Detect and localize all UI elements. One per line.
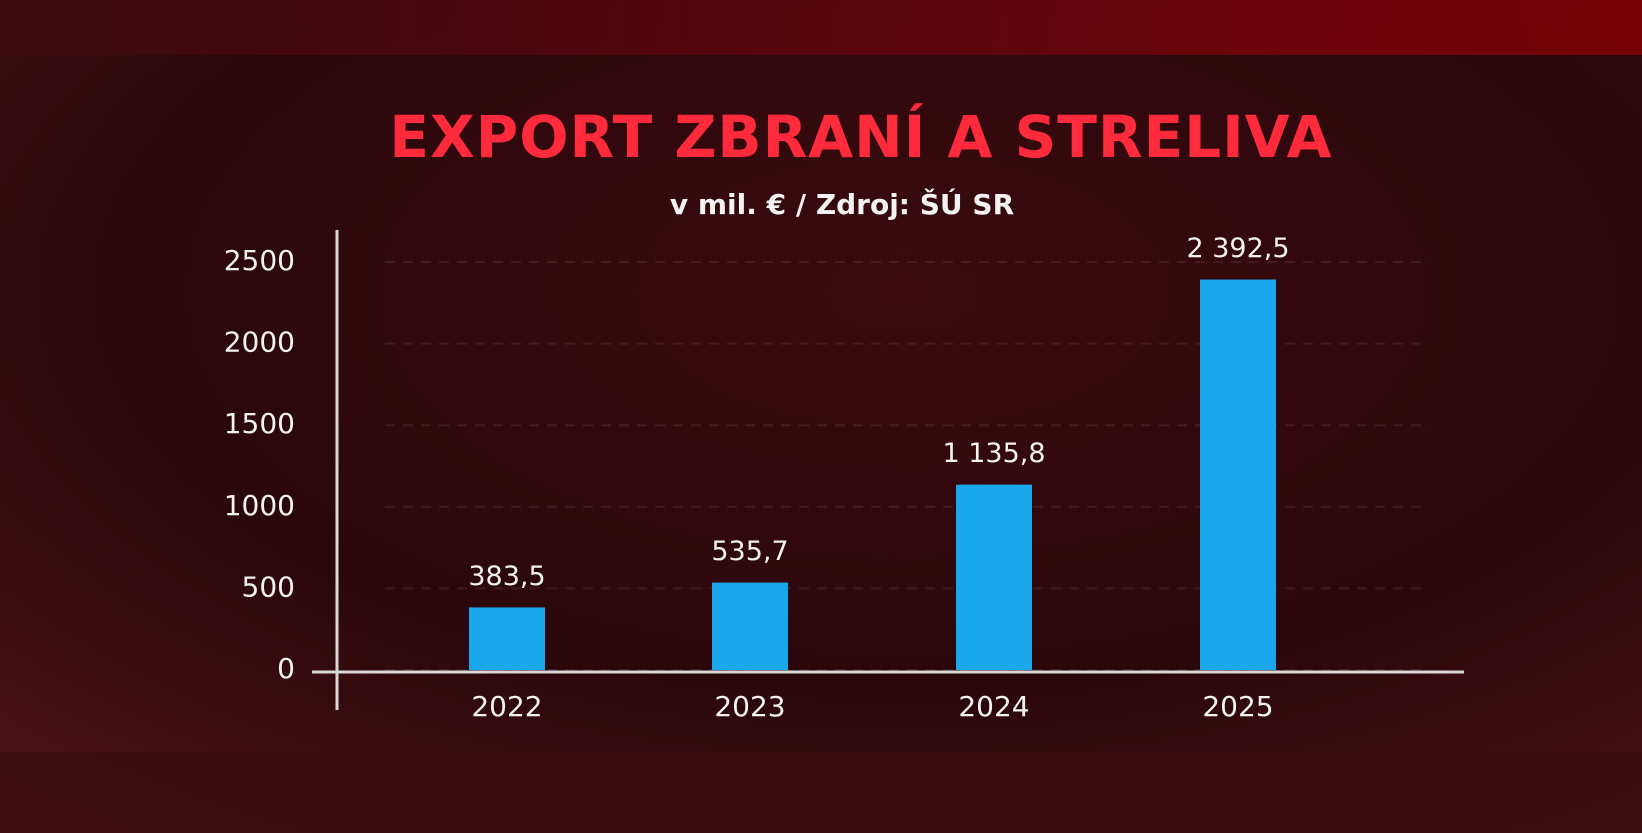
x-tick-label: 2022 bbox=[471, 690, 542, 723]
y-tick-label: 0 bbox=[277, 652, 295, 685]
value-label: 383,5 bbox=[468, 561, 545, 592]
y-tick-label: 2500 bbox=[224, 244, 295, 277]
y-tick-label: 1000 bbox=[224, 489, 295, 522]
value-label: 1 135,8 bbox=[942, 438, 1045, 469]
x-tick-label: 2024 bbox=[958, 690, 1029, 723]
bar bbox=[469, 607, 545, 670]
chart-title: EXPORT ZBRANÍ A STRELIVA bbox=[389, 102, 1332, 171]
bar bbox=[1200, 279, 1276, 670]
value-label: 2 392,5 bbox=[1186, 233, 1289, 264]
bottom-band bbox=[0, 752, 1642, 833]
top-band bbox=[0, 0, 1642, 55]
bar bbox=[712, 582, 788, 670]
x-tick-label: 2025 bbox=[1202, 690, 1273, 723]
y-tick-label: 1500 bbox=[224, 407, 295, 440]
chart-subtitle: v mil. € / Zdroj: ŠÚ SR bbox=[670, 187, 1014, 221]
y-tick-label: 2000 bbox=[224, 326, 295, 359]
value-label: 535,7 bbox=[711, 536, 788, 567]
bar bbox=[956, 484, 1032, 670]
y-tick-label: 500 bbox=[242, 570, 295, 603]
x-tick-label: 2023 bbox=[714, 690, 785, 723]
